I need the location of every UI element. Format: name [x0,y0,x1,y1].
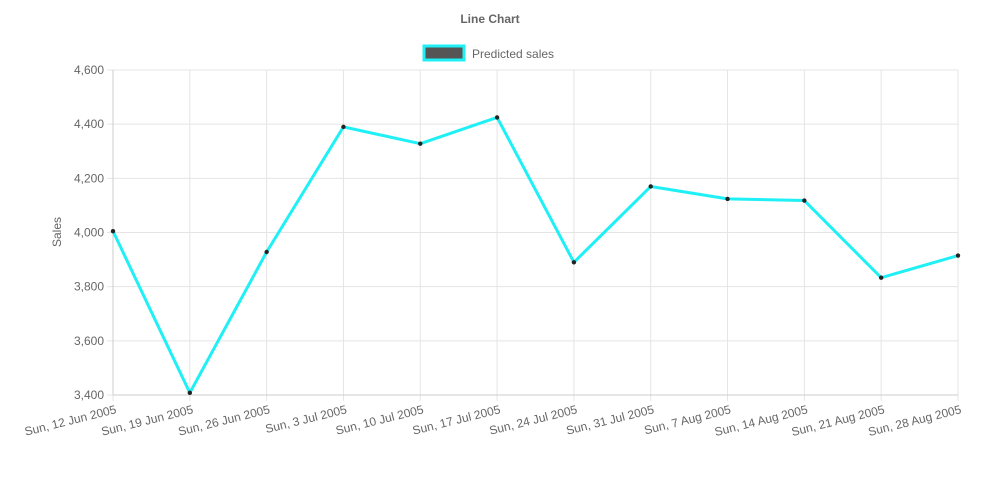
data-point[interactable] [264,249,269,255]
data-point[interactable] [571,260,577,265]
data-point[interactable] [110,228,116,234]
y-tick-label: 3,600 [74,334,104,348]
x-tick-label: Sun, 24 Jul 2005 [488,402,579,437]
y-tick-label: 4,200 [74,171,104,185]
y-tick-label: 4,600 [74,63,104,77]
data-point[interactable] [955,253,961,258]
y-axis-title: Sales [50,217,64,247]
y-tick-label: 4,400 [74,117,104,131]
data-point[interactable] [802,198,807,203]
data-point[interactable] [341,124,346,130]
y-axis-ticks: 3,400 3,600 3,800 4,000 4,200 4,400 4,600 [74,63,104,402]
data-point[interactable] [725,196,730,202]
legend-label-predicted-sales: Predicted sales [472,47,554,61]
x-tick-label: Sun, 31 Jul 2005 [565,402,656,437]
series-line [111,115,959,395]
data-point[interactable] [418,141,423,146]
grid [107,69,959,401]
y-tick-label: 3,800 [74,280,104,294]
x-tick-label: Sun, 10 Jul 2005 [334,402,425,437]
x-tick-label: Sun, 17 Jul 2005 [411,402,502,437]
data-point[interactable] [878,275,884,280]
y-tick-label: 4,000 [74,226,104,240]
data-point[interactable] [187,390,193,396]
data-point[interactable] [494,115,500,120]
legend[interactable]: Predicted sales [422,44,554,62]
series-predicted-sales [110,115,961,396]
chart-title: Line Chart [460,12,519,26]
legend-swatch-predicted-sales [422,44,466,62]
y-tick-label: 3,400 [74,388,104,402]
data-point[interactable] [648,184,653,189]
